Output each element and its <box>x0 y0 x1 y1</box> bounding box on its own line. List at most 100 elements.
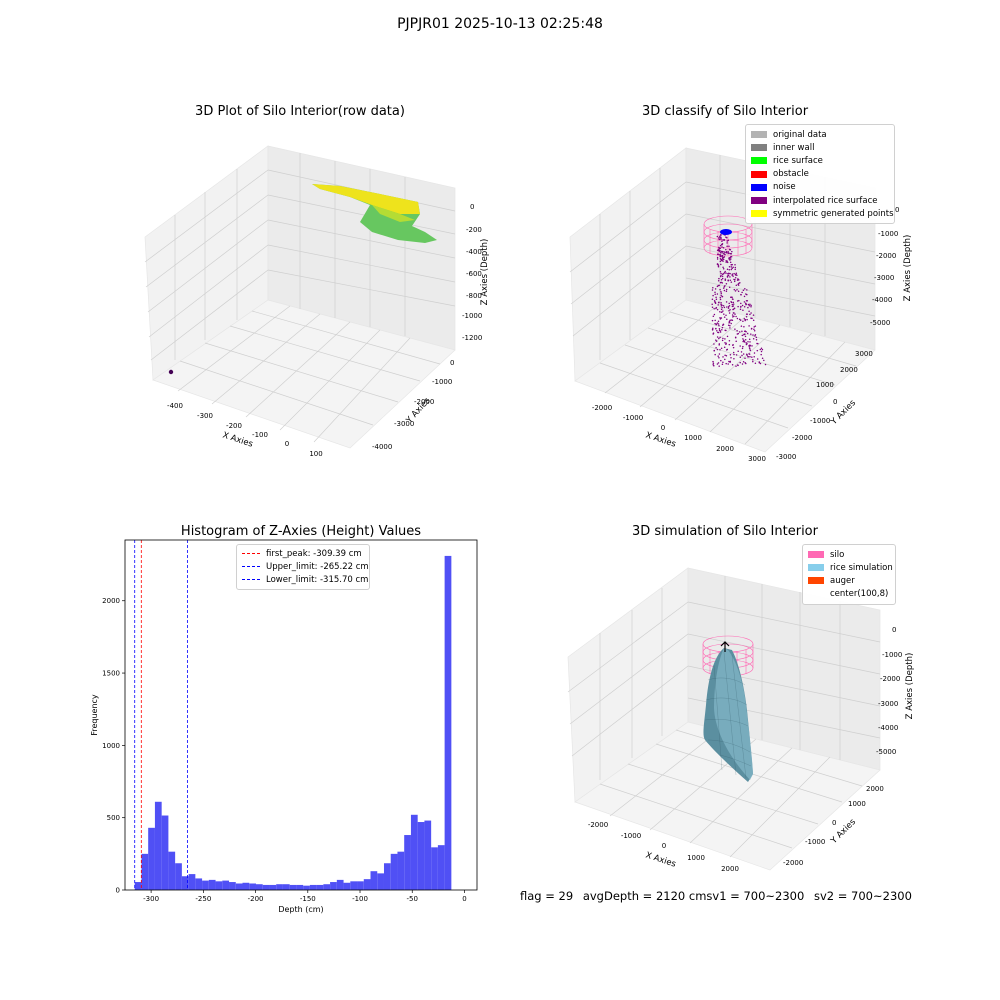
scatter-point <box>744 335 747 338</box>
scatter-point <box>753 330 756 332</box>
histogram-bar <box>350 881 358 890</box>
scatter-point <box>745 303 747 306</box>
panel1-outlier-point <box>168 369 174 375</box>
histogram-bar <box>175 863 182 890</box>
scatter-point <box>735 273 737 276</box>
scatter-point <box>731 267 733 270</box>
p1-zlabel: Z Axies (Depth) <box>480 239 490 306</box>
legend-item: symmetric generated points <box>751 207 894 220</box>
scatter-point <box>741 347 744 350</box>
scatter-point <box>711 289 714 291</box>
scatter-point <box>764 363 767 366</box>
scatter-point <box>749 303 751 306</box>
scatter-point <box>744 287 746 290</box>
scatter-point <box>730 322 732 325</box>
scatter-point <box>721 255 724 258</box>
p4-ytick: -2000 <box>783 859 803 867</box>
scatter-point <box>746 289 748 291</box>
scatter-point <box>758 361 761 363</box>
scatter-point <box>716 235 719 238</box>
scatter-point <box>728 320 731 323</box>
p4-ztick: -2000 <box>880 675 900 683</box>
scatter-point <box>723 306 726 309</box>
legend-item: first_peak: -309.39 cm <box>242 547 364 560</box>
scatter-point <box>745 343 748 346</box>
legend-line <box>242 579 260 581</box>
scatter-point <box>715 340 718 342</box>
scatter-point <box>723 316 726 318</box>
legend-label: original data <box>773 129 827 140</box>
scatter-point <box>718 238 721 241</box>
scatter-point <box>721 275 724 277</box>
scatter-point <box>734 279 736 281</box>
scatter-point <box>728 257 730 260</box>
scatter-point <box>728 252 730 254</box>
scatter-point <box>747 306 749 309</box>
scatter-point <box>716 256 719 259</box>
scatter-point <box>716 348 719 351</box>
scatter-point <box>726 268 729 271</box>
p2-ytick: 1000 <box>816 381 834 389</box>
scatter-point <box>732 275 734 277</box>
scatter-point <box>711 303 713 306</box>
p4-xlabel: X Axies <box>644 850 677 869</box>
scatter-point <box>718 301 720 304</box>
scatter-point <box>725 354 728 357</box>
scatter-point <box>738 299 740 302</box>
scatter-point <box>755 338 758 341</box>
legend-swatch <box>751 183 767 191</box>
scatter-point <box>731 263 733 266</box>
scatter-point <box>723 251 726 253</box>
scatter-point <box>727 307 730 309</box>
scatter-point <box>737 364 739 367</box>
p4-ytick: 1000 <box>848 800 866 808</box>
scatter-point <box>723 313 725 315</box>
scatter-point <box>722 260 724 262</box>
scatter-point <box>760 347 763 349</box>
scatter-point <box>720 294 722 297</box>
scatter-point <box>742 340 744 343</box>
scatter-point <box>728 304 731 307</box>
scatter-point <box>731 319 734 321</box>
scatter-point <box>720 290 722 293</box>
scatter-point <box>725 288 728 291</box>
scatter-point <box>722 266 724 268</box>
scatter-point <box>746 332 749 335</box>
legend-label: interpolated rice surface <box>773 195 878 206</box>
scatter-point <box>750 333 752 335</box>
scatter-point <box>747 303 750 306</box>
scatter-point <box>731 296 733 299</box>
histogram-bar <box>336 879 344 890</box>
histogram-bar <box>309 884 317 890</box>
scatter-point <box>717 265 720 268</box>
legend-swatch <box>751 144 767 152</box>
scatter-point <box>728 269 731 271</box>
scatter-point <box>712 327 714 329</box>
scatter-point <box>732 301 735 304</box>
y-tick-label: 500 <box>107 814 120 822</box>
legend-swatch <box>751 157 767 165</box>
scatter-point <box>729 261 732 263</box>
scatter-point <box>721 246 723 248</box>
scatter-point <box>718 248 720 250</box>
scatter-point <box>748 310 750 312</box>
scatter-point <box>735 354 738 356</box>
scatter-point <box>718 277 720 280</box>
scatter-point <box>729 259 731 261</box>
legend-swatch <box>808 551 824 559</box>
p2-ztick: 0 <box>895 206 899 214</box>
p1-xtick: 100 <box>309 450 322 458</box>
scatter-point <box>716 285 719 288</box>
scatter-point <box>720 235 722 237</box>
scatter-point <box>721 306 723 309</box>
legend-item: Lower_limit: -315.70 cm <box>242 573 368 586</box>
p2-ztick: -3000 <box>874 274 894 282</box>
scatter-point <box>749 349 752 352</box>
scatter-point <box>749 344 752 347</box>
scatter-point <box>720 308 723 311</box>
p1-ytick: 0 <box>450 359 454 367</box>
scatter-point <box>734 266 737 269</box>
scatter-point <box>727 279 729 281</box>
p2-xtick: 2000 <box>716 445 734 453</box>
scatter-point <box>745 353 748 355</box>
